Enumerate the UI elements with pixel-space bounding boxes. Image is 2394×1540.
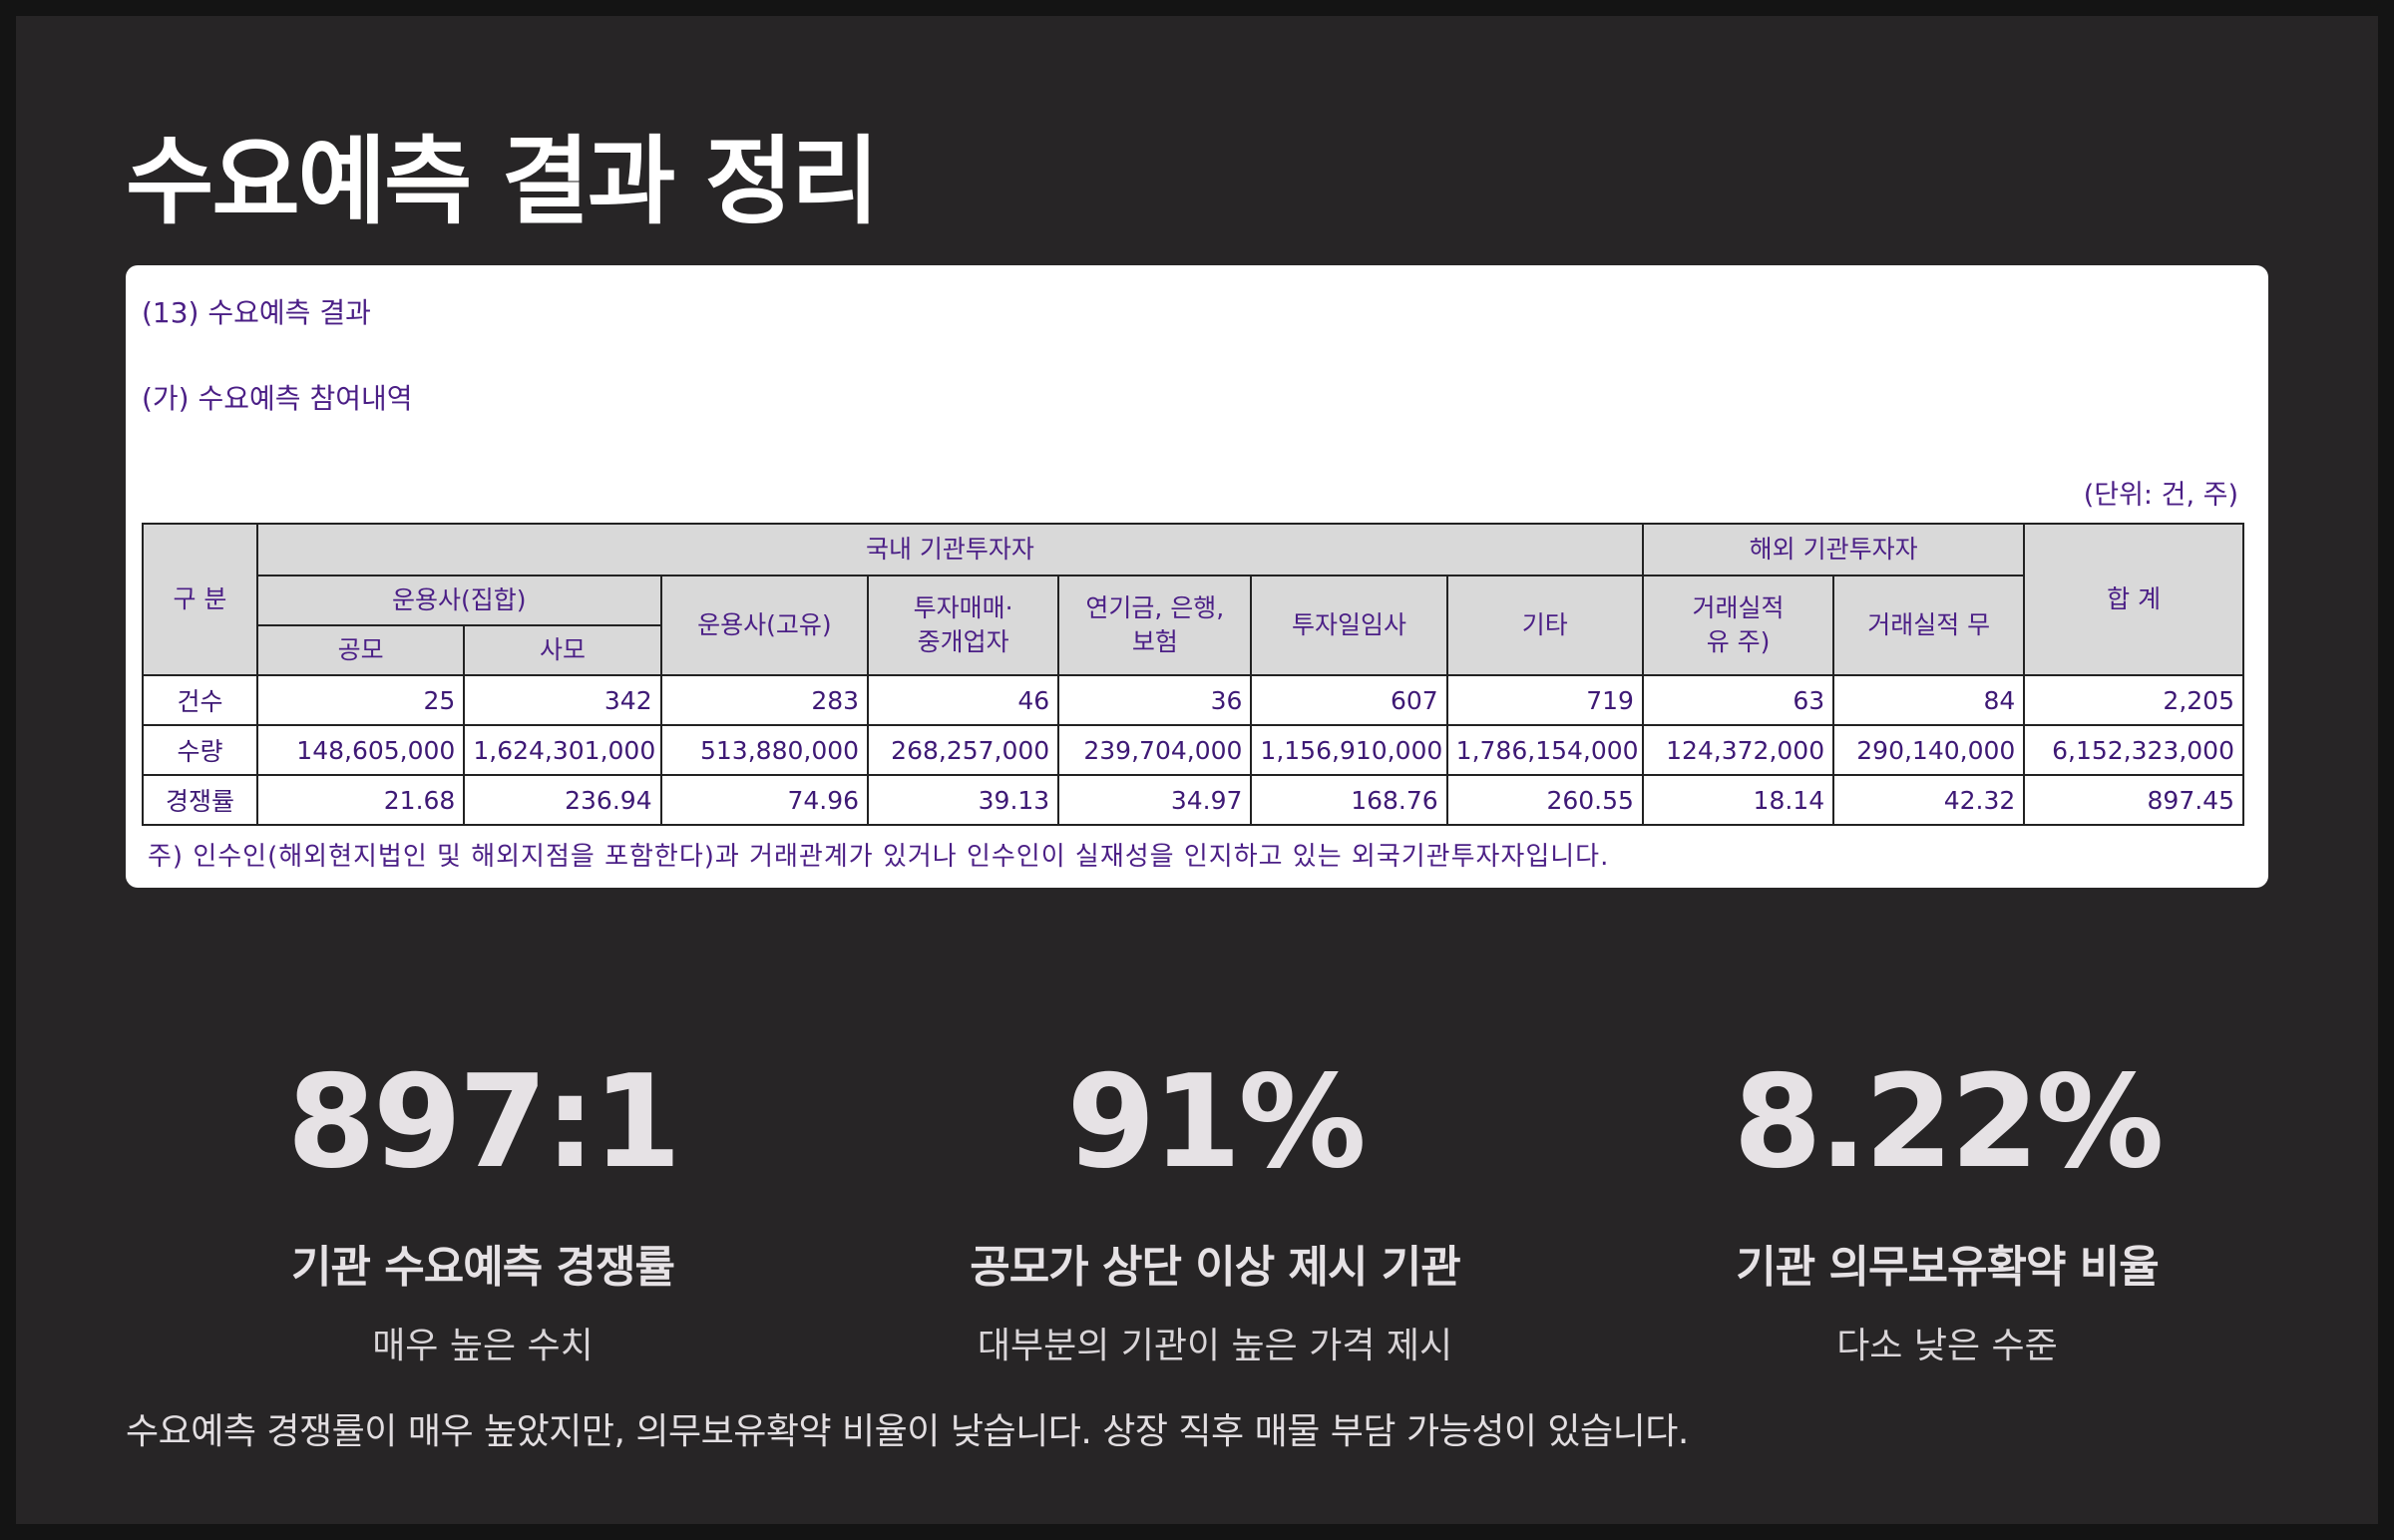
stat-above-upper-band: 91% 공모가 상단 이상 제시 기관 대부분의 기관이 높은 가격 제시 (866, 1043, 1564, 1368)
table-cell: 260.55 (1445, 774, 1644, 826)
table-cell: 2,205 (2023, 674, 2244, 726)
stat-value: 897:1 (286, 1048, 681, 1197)
participation-table: 구 분 국내 기관투자자 해외 기관투자자 합 계 운용사(집합) 운용사(고유… (142, 523, 2244, 826)
stat-label: 기관 수요예측 경쟁률 (291, 1242, 675, 1293)
row-label: 수량 (142, 724, 258, 776)
header-private-offering: 사모 (463, 624, 662, 676)
table-cell: 36 (1057, 674, 1253, 726)
header-total: 합 계 (2023, 523, 2244, 676)
table-cell: 607 (1250, 674, 1448, 726)
table-cell: 18.14 (1641, 774, 1835, 826)
table-cell: 39.13 (867, 774, 1060, 826)
table-cell: 1,624,301,000 (463, 724, 662, 776)
header-investment-trading-line1: 투자매매· (913, 593, 1013, 622)
table-cell: 124,372,000 (1641, 724, 1835, 776)
table-cell: 6,152,323,000 (2023, 724, 2244, 776)
table-cell: 34.97 (1057, 774, 1253, 826)
table-cell: 1,786,154,000 (1445, 724, 1644, 776)
header-category: 구 분 (142, 523, 258, 676)
row-label: 건수 (142, 674, 258, 726)
header-domestic-institutions: 국내 기관투자자 (255, 523, 1644, 577)
header-pension-bank-insurance: 연기금, 은행, 보험 (1057, 575, 1253, 676)
page-title: 수요예측 결과 정리 (126, 126, 879, 237)
header-asset-mgmt-collective: 운용사(집합) (255, 575, 662, 626)
table-cell: 148,605,000 (255, 724, 466, 776)
table-cell: 21.68 (255, 774, 466, 826)
table-cell: 513,880,000 (659, 724, 870, 776)
document-subheading: (가) 수요예측 참여내역 (142, 382, 413, 415)
stat-label: 공모가 상단 이상 제시 기관 (970, 1242, 1461, 1293)
header-asset-mgmt-proprietary: 운용사(고유) (659, 575, 870, 676)
table-cell: 1,156,910,000 (1250, 724, 1448, 776)
table-cell: 283 (659, 674, 870, 726)
table-cell: 63 (1641, 674, 1835, 726)
header-with-record-line1: 거래실적 (1692, 593, 1785, 622)
table-cell: 25 (255, 674, 466, 726)
stat-value: 8.22% (1733, 1048, 2164, 1197)
stat-description: 매우 높은 수치 (372, 1326, 594, 1366)
table-cell: 268,257,000 (867, 724, 1060, 776)
table-footnote: 주) 인수인(해외현지법인 및 해외지점을 포함한다)과 거래관계가 있거나 인… (148, 842, 1610, 872)
document-heading: (13) 수요예측 결과 (142, 296, 371, 329)
table-cell: 239,704,000 (1057, 724, 1253, 776)
stat-value: 91% (1066, 1048, 1366, 1197)
header-pension-line2: 보험 (1131, 627, 1178, 656)
table-cell: 719 (1445, 674, 1644, 726)
header-without-trading-record: 거래실적 무 (1832, 575, 2026, 676)
table-cell: 290,140,000 (1832, 724, 2026, 776)
demand-forecast-document: (13) 수요예측 결과 (가) 수요예측 참여내역 (단위: 건, 주) (126, 265, 2268, 888)
table-cell: 236.94 (463, 774, 662, 826)
header-with-record-line2: 유 주) (1706, 627, 1771, 656)
stat-description: 다소 낮은 수준 (1836, 1326, 2058, 1366)
header-pension-line1: 연기금, 은행, (1085, 593, 1225, 622)
header-investment-advisory: 투자일임사 (1250, 575, 1448, 676)
header-foreign-institutions: 해외 기관투자자 (1641, 523, 2026, 577)
table-cell: 46 (867, 674, 1060, 726)
table-cell: 74.96 (659, 774, 870, 826)
table-cell: 168.76 (1250, 774, 1448, 826)
table-row: 수량 148,605,000 1,624,301,000 513,880,000… (142, 724, 2244, 776)
header-with-trading-record: 거래실적 유 주) (1641, 575, 1835, 676)
row-label: 경쟁률 (142, 774, 258, 826)
table-cell: 342 (463, 674, 662, 726)
table-cell: 42.32 (1832, 774, 2026, 826)
table-row: 경쟁률 21.68 236.94 74.96 39.13 34.97 168.7… (142, 774, 2244, 826)
unit-label: (단위: 건, 주) (2083, 480, 2238, 511)
stat-label: 기관 의무보유확약 비율 (1736, 1242, 2159, 1293)
header-investment-trading-line2: 중개업자 (917, 627, 1009, 656)
table-row: 건수 25 342 283 46 36 607 719 63 84 2,205 (142, 674, 2244, 726)
stat-lockup-ratio: 8.22% 기관 의무보유확약 비율 다소 낮은 수준 (1598, 1043, 2296, 1368)
stat-description: 대부분의 기관이 높은 가격 제시 (977, 1326, 1453, 1366)
header-investment-trading: 투자매매· 중개업자 (867, 575, 1060, 676)
header-public-offering: 공모 (255, 624, 466, 676)
header-other: 기타 (1445, 575, 1644, 676)
summary-text: 수요예측 경쟁률이 매우 높았지만, 의무보유확약 비율이 낮습니다. 상장 직… (126, 1411, 1689, 1452)
table-cell: 897.45 (2023, 774, 2244, 826)
table-cell: 84 (1832, 674, 2026, 726)
slide: 수요예측 결과 정리 (13) 수요예측 결과 (가) 수요예측 참여내역 (단… (16, 16, 2378, 1524)
stat-competition-ratio: 897:1 기관 수요예측 경쟁률 매우 높은 수치 (134, 1043, 832, 1368)
